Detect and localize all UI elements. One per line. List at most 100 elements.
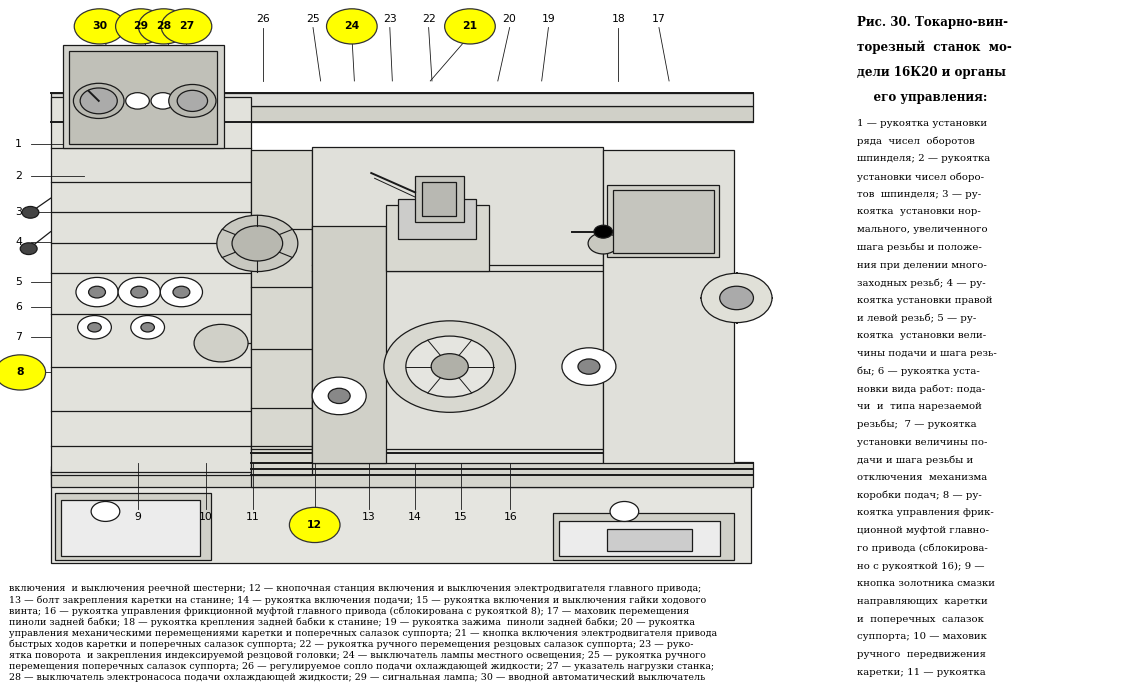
Bar	[252, 150, 312, 475]
Text: 17: 17	[652, 14, 666, 24]
Circle shape	[444, 9, 495, 44]
Bar	[51, 466, 751, 487]
Circle shape	[21, 206, 38, 218]
Text: 1 — рукоятка установки: 1 — рукоятка установки	[857, 119, 987, 128]
Circle shape	[431, 354, 468, 379]
Bar	[51, 106, 754, 122]
Text: отключения  механизма: отключения механизма	[857, 473, 987, 482]
Text: и  поперечных  салазок: и поперечных салазок	[857, 615, 984, 624]
Text: шпинделя; 2 — рукоятка: шпинделя; 2 — рукоятка	[857, 154, 990, 163]
Text: чины подачи и шага резь-: чины подачи и шага резь-	[857, 349, 997, 358]
Circle shape	[290, 508, 340, 543]
Text: 28: 28	[156, 21, 171, 32]
Text: 29: 29	[133, 21, 149, 32]
Circle shape	[194, 324, 248, 362]
Text: 8: 8	[17, 368, 24, 377]
Text: ятка поворота  и закрепления индексируемой резцовой головки; 24 — выключатель ла: ятка поворота и закрепления индексируемо…	[9, 651, 706, 660]
Circle shape	[594, 225, 613, 238]
Text: ционной муфтой главно-: ционной муфтой главно-	[857, 526, 989, 535]
Text: ния при делении много-: ния при делении много-	[857, 261, 987, 270]
Text: 11: 11	[246, 512, 259, 522]
Text: включения  и выключения реечной шестерни; 12 — кнопочная станция включения и вык: включения и выключения реечной шестерни;…	[9, 584, 702, 593]
Circle shape	[131, 286, 148, 298]
Circle shape	[232, 226, 283, 261]
Text: го привода (сблокирова-: го привода (сблокирова-	[857, 544, 988, 554]
Text: 18: 18	[611, 14, 625, 24]
Bar	[69, 51, 217, 143]
Text: дачи и шага резьбы и: дачи и шага резьбы и	[857, 456, 973, 465]
Circle shape	[73, 83, 124, 119]
Text: коятка управления фрик-: коятка управления фрик-	[857, 508, 994, 517]
Circle shape	[169, 84, 215, 117]
Bar	[55, 493, 211, 560]
Circle shape	[384, 321, 515, 412]
Circle shape	[125, 93, 149, 109]
Text: 28 — выключатель электронасоса подачи охлаждающей жидкости; 29 — сигнальная ламп: 28 — выключатель электронасоса подачи ох…	[9, 673, 705, 682]
Bar	[553, 513, 734, 560]
Text: 14: 14	[408, 512, 422, 522]
Text: 24: 24	[344, 21, 360, 32]
Text: 2: 2	[15, 171, 23, 181]
Circle shape	[578, 359, 600, 374]
Bar	[51, 93, 754, 106]
Text: управления механическими перемещениями каретки и поперечных салазок суппорта; 21: управления механическими перемещениями к…	[9, 628, 717, 638]
Circle shape	[80, 88, 117, 114]
Text: 1: 1	[15, 139, 23, 149]
Circle shape	[118, 277, 160, 307]
Circle shape	[91, 501, 120, 521]
Text: Рис. 30. Токарно-вин-: Рис. 30. Токарно-вин-	[857, 16, 1008, 29]
Text: но с рукояткой 16); 9 —: но с рукояткой 16); 9 —	[857, 562, 985, 571]
Circle shape	[217, 215, 298, 272]
Text: 26: 26	[256, 14, 270, 24]
Text: 7: 7	[15, 332, 23, 342]
Text: чи  и  типа нарезаемой: чи и типа нарезаемой	[857, 402, 982, 411]
Text: кнопка золотника смазки: кнопка золотника смазки	[857, 579, 995, 589]
Text: 13 — болт закрепления каретки на станине; 14 — рукоятка включения подачи; 15 — р: 13 — болт закрепления каретки на станине…	[9, 595, 706, 605]
Text: коятка установки правой: коятка установки правой	[857, 296, 993, 305]
Text: 6: 6	[15, 302, 23, 311]
Text: ряда  чисел  оборотов: ряда чисел оборотов	[857, 137, 975, 146]
Text: 20: 20	[503, 14, 517, 24]
Circle shape	[177, 91, 208, 111]
Circle shape	[139, 9, 190, 44]
Circle shape	[326, 9, 377, 44]
Text: мального, увеличенного: мального, увеличенного	[857, 225, 988, 234]
Text: коятка  установки нор-: коятка установки нор-	[857, 207, 981, 217]
Text: 12: 12	[307, 520, 323, 530]
Bar	[387, 205, 490, 271]
Circle shape	[702, 273, 772, 322]
Circle shape	[161, 9, 212, 44]
Circle shape	[89, 286, 106, 298]
Bar	[613, 190, 714, 253]
Bar	[312, 147, 603, 463]
Text: направляющих  каретки: направляющих каретки	[857, 597, 988, 606]
Text: коробки подач; 8 — ру-: коробки подач; 8 — ру-	[857, 490, 982, 500]
Text: 30: 30	[92, 21, 107, 32]
Text: коятка  установки вели-: коятка установки вели-	[857, 331, 986, 340]
Text: дели 16К20 и органы: дели 16К20 и органы	[857, 66, 1006, 79]
Text: торезный  станок  мо-: торезный станок мо-	[857, 40, 1012, 54]
Circle shape	[328, 388, 350, 403]
Text: резьбы;  7 — рукоятка: резьбы; 7 — рукоятка	[857, 420, 977, 429]
Text: 5: 5	[15, 276, 23, 287]
Text: 13: 13	[362, 512, 376, 522]
Text: тов  шпинделя; 3 — ру-: тов шпинделя; 3 — ру-	[857, 190, 981, 199]
Circle shape	[562, 348, 616, 386]
Bar	[63, 45, 223, 147]
Text: и левой резьб; 5 — ру-: и левой резьб; 5 — ру-	[857, 314, 977, 323]
Text: 25: 25	[306, 14, 320, 24]
Circle shape	[406, 336, 494, 397]
Text: установки чисел оборо-: установки чисел оборо-	[857, 172, 985, 182]
Circle shape	[610, 501, 638, 521]
Text: 9: 9	[134, 512, 141, 522]
Circle shape	[88, 322, 102, 332]
Text: 3: 3	[15, 207, 23, 217]
Text: установки величины по-: установки величины по-	[857, 438, 988, 447]
Bar	[312, 226, 387, 463]
Bar	[608, 529, 691, 552]
Circle shape	[78, 316, 112, 339]
Text: пиноли задней бабки; 18 — рукоятка крепления задней бабки к станине; 19 — рукоят: пиноли задней бабки; 18 — рукоятка крепл…	[9, 617, 695, 627]
Text: ручного  передвижения: ручного передвижения	[857, 650, 986, 659]
Circle shape	[312, 377, 367, 414]
Text: 19: 19	[541, 14, 555, 24]
